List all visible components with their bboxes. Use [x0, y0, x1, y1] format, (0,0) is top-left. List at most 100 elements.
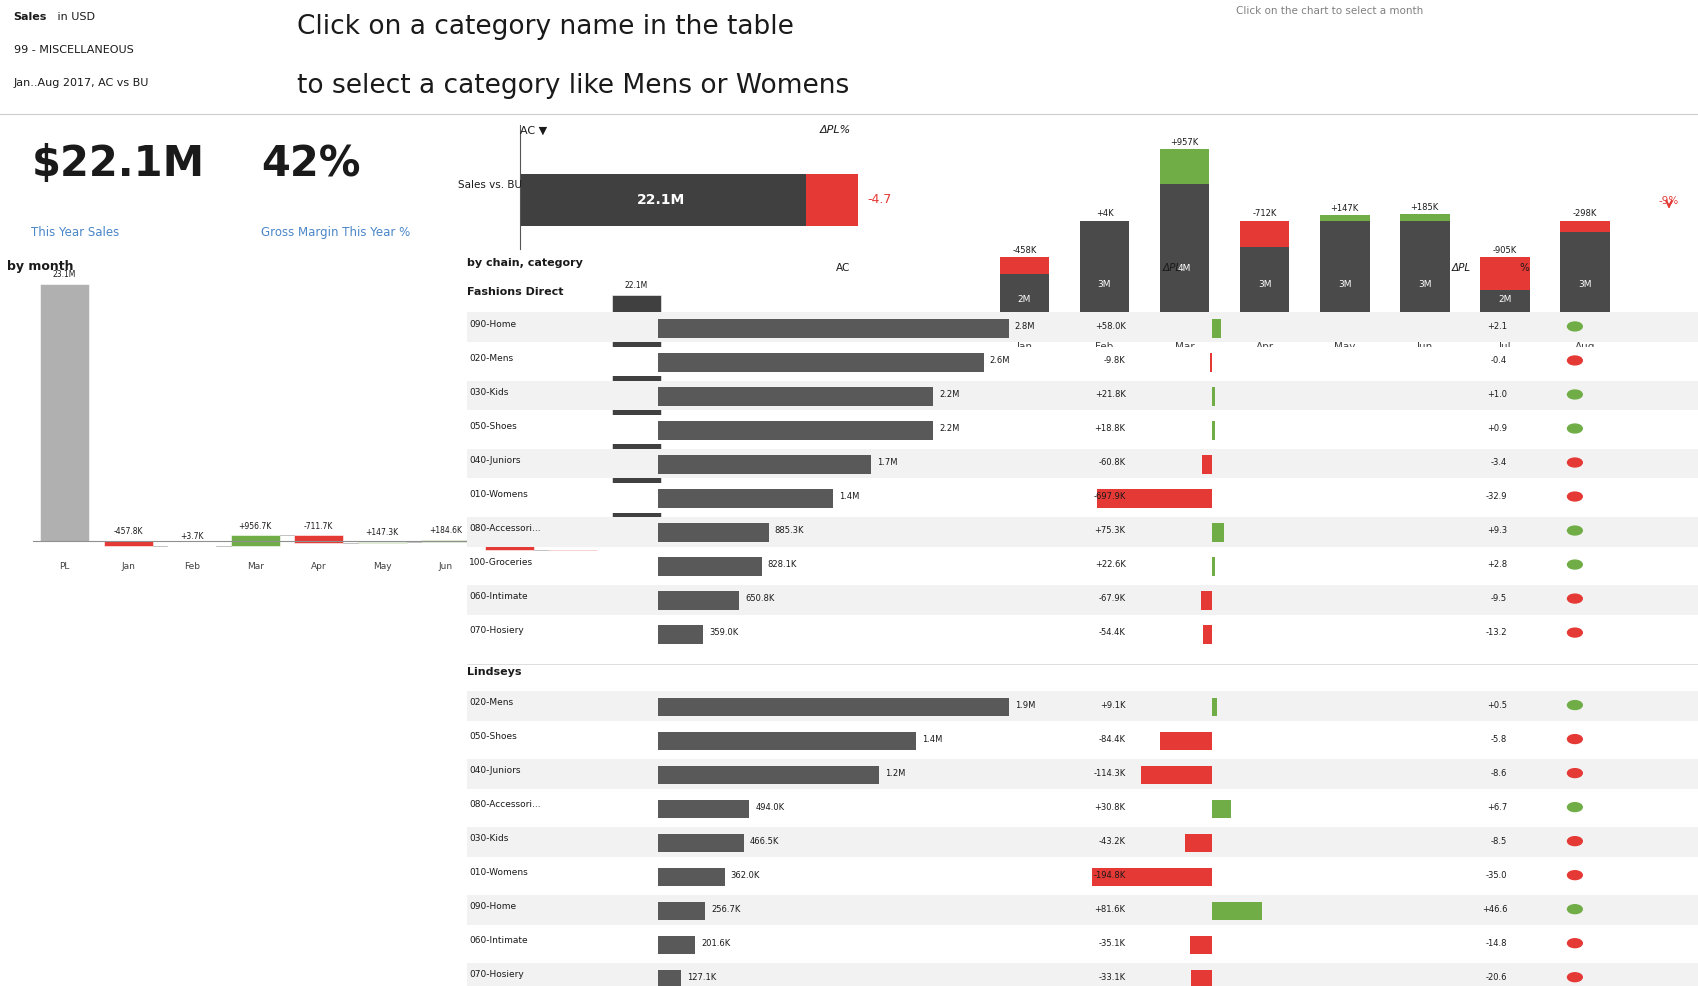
Text: Feb: Feb — [183, 562, 200, 571]
Bar — [1212, 387, 1216, 405]
Circle shape — [1567, 803, 1583, 811]
Text: 3M: 3M — [1258, 280, 1272, 289]
Text: -905K: -905K — [1493, 246, 1516, 255]
Bar — [467, 827, 1698, 857]
Text: +46.6: +46.6 — [1482, 905, 1508, 914]
Text: -194.8K: -194.8K — [1094, 871, 1126, 880]
Text: 42%: 42% — [261, 143, 360, 185]
Bar — [1212, 421, 1214, 440]
Bar — [1212, 697, 1217, 716]
Bar — [657, 523, 769, 541]
Bar — [358, 541, 408, 543]
Text: +0.5: +0.5 — [1487, 701, 1508, 710]
Bar — [1319, 221, 1370, 330]
Text: 2.6M: 2.6M — [990, 356, 1010, 365]
Bar — [611, 296, 661, 541]
Text: -114.3K: -114.3K — [1094, 769, 1126, 778]
Text: 650.8K: 650.8K — [745, 595, 774, 603]
Text: 1.7M: 1.7M — [876, 458, 898, 467]
Text: by month: by month — [7, 259, 73, 272]
Text: 020-Mens: 020-Mens — [469, 698, 513, 707]
Bar — [1190, 936, 1212, 954]
Text: -9.5: -9.5 — [1491, 595, 1508, 603]
Text: Jan: Jan — [1017, 342, 1032, 352]
Text: Lindseys: Lindseys — [467, 668, 521, 677]
Text: ΔPL: ΔPL — [1452, 263, 1470, 273]
Text: %: % — [1520, 263, 1530, 273]
Text: +75.3K: +75.3K — [1095, 527, 1126, 535]
Text: -9%: -9% — [1659, 195, 1679, 205]
Bar — [1319, 215, 1370, 221]
Bar — [294, 535, 343, 543]
Text: 1.2M: 1.2M — [886, 769, 905, 778]
Text: -5.8: -5.8 — [1491, 735, 1508, 743]
Text: +22.6K: +22.6K — [1095, 560, 1126, 569]
Text: 23.1M: 23.1M — [53, 270, 76, 279]
Text: Click on the chart to select a month: Click on the chart to select a month — [1236, 6, 1423, 16]
Text: -711.7K: -711.7K — [304, 522, 333, 530]
Bar — [657, 833, 744, 852]
Text: +147K: +147K — [1331, 204, 1358, 213]
Bar — [548, 550, 598, 553]
Text: -33.1K: -33.1K — [1099, 973, 1126, 982]
Text: Fashions Direct: Fashions Direct — [467, 287, 564, 297]
Bar — [657, 800, 749, 818]
Bar — [41, 284, 88, 541]
Text: 2.2M: 2.2M — [939, 390, 959, 399]
Text: PL: PL — [59, 562, 70, 571]
Text: -9.8K: -9.8K — [1104, 356, 1126, 365]
Circle shape — [1567, 356, 1583, 365]
Text: -298.2K: -298.2K — [559, 535, 588, 545]
Text: -67.9K: -67.9K — [1099, 595, 1126, 603]
Bar — [1560, 221, 1610, 330]
Bar — [657, 697, 1009, 716]
Text: -13.2: -13.2 — [1486, 628, 1508, 637]
Bar — [1240, 221, 1289, 246]
Text: 030-Kids: 030-Kids — [469, 387, 509, 396]
Text: 22.1M: 22.1M — [625, 281, 649, 291]
Text: +957K: +957K — [1170, 138, 1199, 147]
Text: +21.8K: +21.8K — [1095, 390, 1126, 399]
Text: 4M: 4M — [1178, 264, 1192, 273]
Bar — [1202, 625, 1212, 644]
Bar — [231, 535, 280, 546]
Text: 080-Accessori...: 080-Accessori... — [469, 801, 542, 810]
Text: 494.0K: 494.0K — [756, 803, 784, 811]
Text: 828.1K: 828.1K — [767, 560, 796, 569]
Bar — [467, 618, 1698, 649]
Text: -32.9: -32.9 — [1486, 492, 1508, 501]
Text: Jan..Aug 2017, AC vs BU: Jan..Aug 2017, AC vs BU — [14, 78, 149, 88]
Circle shape — [1567, 322, 1583, 331]
Bar — [1212, 523, 1224, 541]
Bar — [1160, 149, 1209, 184]
Text: ΔPL: ΔPL — [1163, 263, 1182, 273]
Text: +58.0K: +58.0K — [1095, 322, 1126, 331]
Circle shape — [1567, 973, 1583, 982]
Circle shape — [1567, 939, 1583, 948]
Circle shape — [1567, 595, 1583, 603]
Text: 060-Intimate: 060-Intimate — [469, 937, 528, 946]
Text: +0.9: +0.9 — [1487, 424, 1508, 433]
Text: -697.9K: -697.9K — [1094, 492, 1126, 501]
Text: AC: AC — [630, 562, 642, 571]
Text: 010-Womens: 010-Womens — [469, 490, 528, 499]
Bar — [657, 318, 1009, 337]
Bar — [657, 936, 694, 954]
Text: Sales vs. BU: Sales vs. BU — [458, 179, 523, 189]
Text: Sales: Sales — [14, 12, 48, 22]
Text: 030-Kids: 030-Kids — [469, 834, 509, 843]
Text: May: May — [374, 562, 392, 571]
Bar — [1097, 489, 1212, 508]
Text: 040-Juniors: 040-Juniors — [469, 766, 521, 775]
Text: Aug: Aug — [564, 562, 582, 571]
Text: -0.4: -0.4 — [1491, 356, 1508, 365]
Bar — [421, 539, 470, 541]
Bar — [1212, 557, 1216, 576]
Circle shape — [1567, 871, 1583, 880]
Text: -20.6: -20.6 — [1486, 973, 1508, 982]
Bar — [1560, 221, 1610, 232]
Bar — [657, 353, 983, 372]
Text: 3M: 3M — [1577, 280, 1591, 289]
Bar — [467, 895, 1698, 925]
Text: Jun: Jun — [1416, 342, 1433, 352]
